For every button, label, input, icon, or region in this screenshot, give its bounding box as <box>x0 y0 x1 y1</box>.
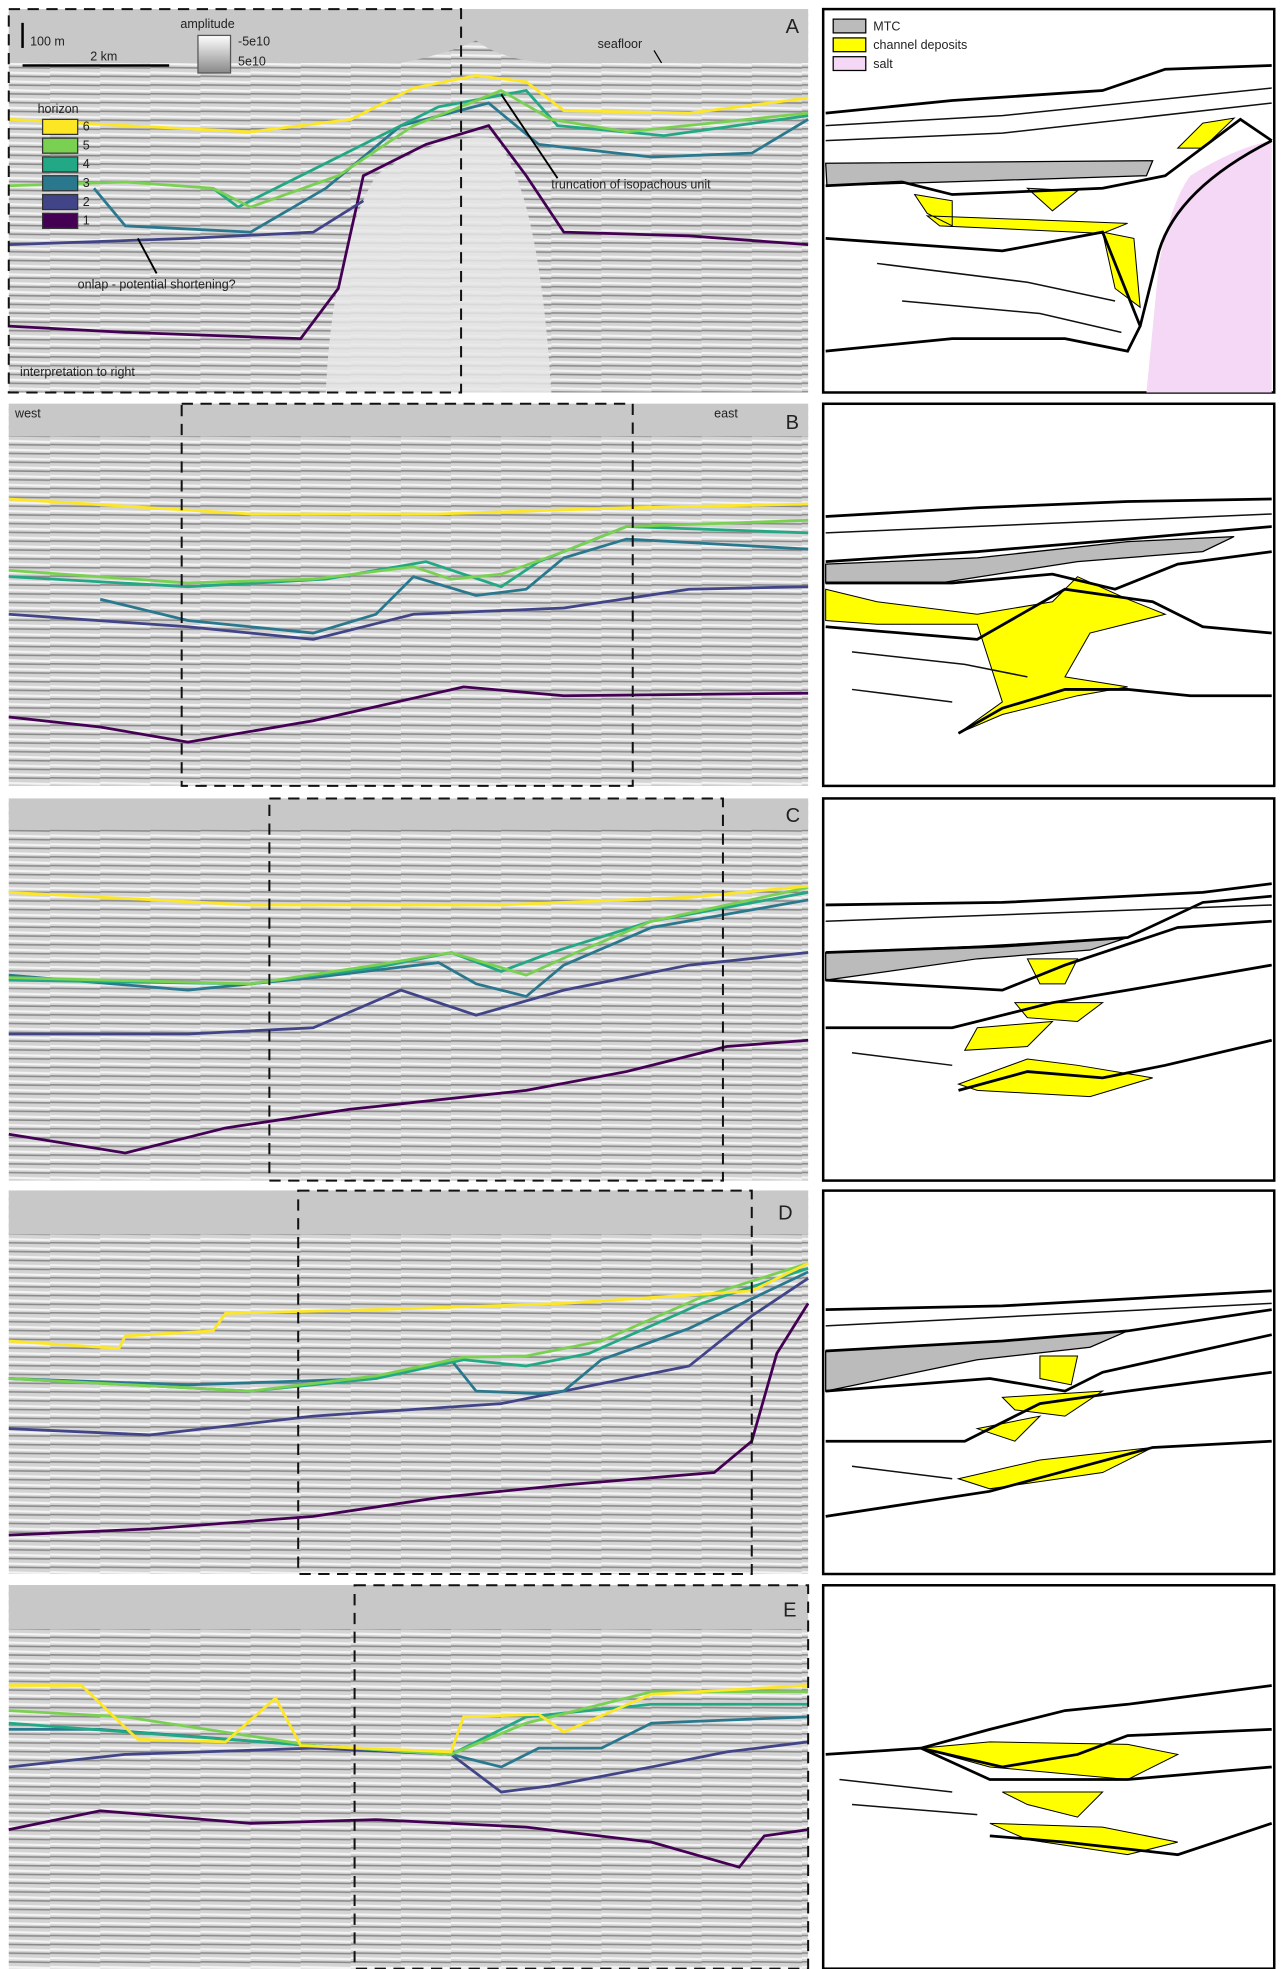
water <box>9 9 808 63</box>
legend-item: 1 <box>83 214 90 228</box>
shape <box>9 1191 808 1235</box>
shape <box>826 232 1140 351</box>
shape <box>877 263 1115 301</box>
shape <box>9 1585 808 1629</box>
shape <box>839 1779 952 1792</box>
shape <box>826 514 1272 533</box>
annotation: onlap - potential shortening? <box>78 277 236 291</box>
panel-label: A <box>786 16 800 38</box>
panel-a: 100 m 2 km amplitude -5e10 5e10 seafloor… <box>9 9 808 392</box>
shape <box>826 65 1272 113</box>
annotation: truncation of isopachous unit <box>551 177 711 191</box>
shape <box>833 38 866 52</box>
interpretation-d <box>823 1191 1274 1574</box>
shape <box>43 119 78 134</box>
shape <box>958 1356 1152 1489</box>
legend-item: channel deposits <box>873 38 967 52</box>
shape <box>43 195 78 210</box>
shape <box>9 1585 808 1968</box>
shape <box>823 1191 1274 1574</box>
legend-item: salt <box>873 57 893 71</box>
shape <box>852 1805 977 1815</box>
legend-item: MTC <box>873 19 900 33</box>
shape <box>9 404 808 437</box>
panel-label: C <box>786 805 800 827</box>
panel-e: E <box>9 1585 808 1968</box>
annotation: seafloor <box>598 37 643 51</box>
figure: 100 m 2 km amplitude -5e10 5e10 seafloor… <box>0 0 1283 1969</box>
amplitude-scale <box>198 35 231 73</box>
scale-vertical: 100 m <box>30 34 65 48</box>
shape <box>852 689 952 702</box>
shape <box>823 1585 1274 1968</box>
interpretation-a: MTC channel deposits salt <box>823 9 1274 392</box>
shape <box>833 57 866 71</box>
annotation: east <box>714 407 738 421</box>
shape <box>826 499 1272 517</box>
legend-item: 2 <box>83 195 90 209</box>
amplitude-high: 5e10 <box>238 54 266 68</box>
shape <box>43 157 78 172</box>
shape <box>43 213 78 228</box>
shape <box>958 959 1152 1097</box>
interpretation-c <box>823 798 1274 1180</box>
salt <box>1146 141 1271 393</box>
legend-item: 5 <box>83 138 90 152</box>
panel-d: D <box>9 1191 808 1574</box>
legend-item: 3 <box>83 176 90 190</box>
horizon-title: horizon <box>38 102 79 116</box>
shape <box>826 1303 1272 1326</box>
interpretation-b <box>823 404 1274 786</box>
panel-label: B <box>786 412 799 434</box>
scale-horizontal: 2 km <box>90 49 117 63</box>
shape <box>902 301 1121 332</box>
shape <box>9 798 808 1180</box>
shape <box>43 176 78 191</box>
shape <box>852 1053 952 1066</box>
panel-b: west east B <box>9 404 808 786</box>
shape <box>823 798 1274 1180</box>
panel-label: E <box>783 1600 796 1622</box>
shape <box>852 1466 952 1479</box>
interpretation-e <box>823 1585 1274 1968</box>
shape <box>9 798 808 829</box>
amplitude-low: -5e10 <box>238 34 270 48</box>
shape <box>826 905 1272 921</box>
shape <box>823 404 1274 786</box>
shape <box>833 19 866 33</box>
panel-c: C <box>9 798 808 1180</box>
amplitude-title: amplitude <box>180 17 234 31</box>
shape <box>43 138 78 153</box>
annotation: west <box>14 407 41 421</box>
shape <box>9 404 808 786</box>
legend-item: 6 <box>83 120 90 134</box>
panel-label: D <box>778 1202 792 1224</box>
annotation: interpretation to right <box>20 365 135 379</box>
legend-item: 4 <box>83 157 90 171</box>
